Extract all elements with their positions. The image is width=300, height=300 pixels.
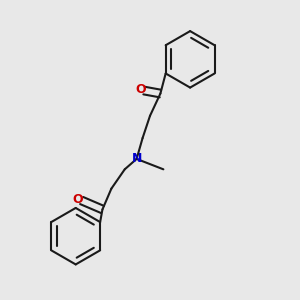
Text: O: O bbox=[73, 193, 83, 206]
Text: N: N bbox=[131, 152, 142, 165]
Text: O: O bbox=[135, 82, 146, 96]
